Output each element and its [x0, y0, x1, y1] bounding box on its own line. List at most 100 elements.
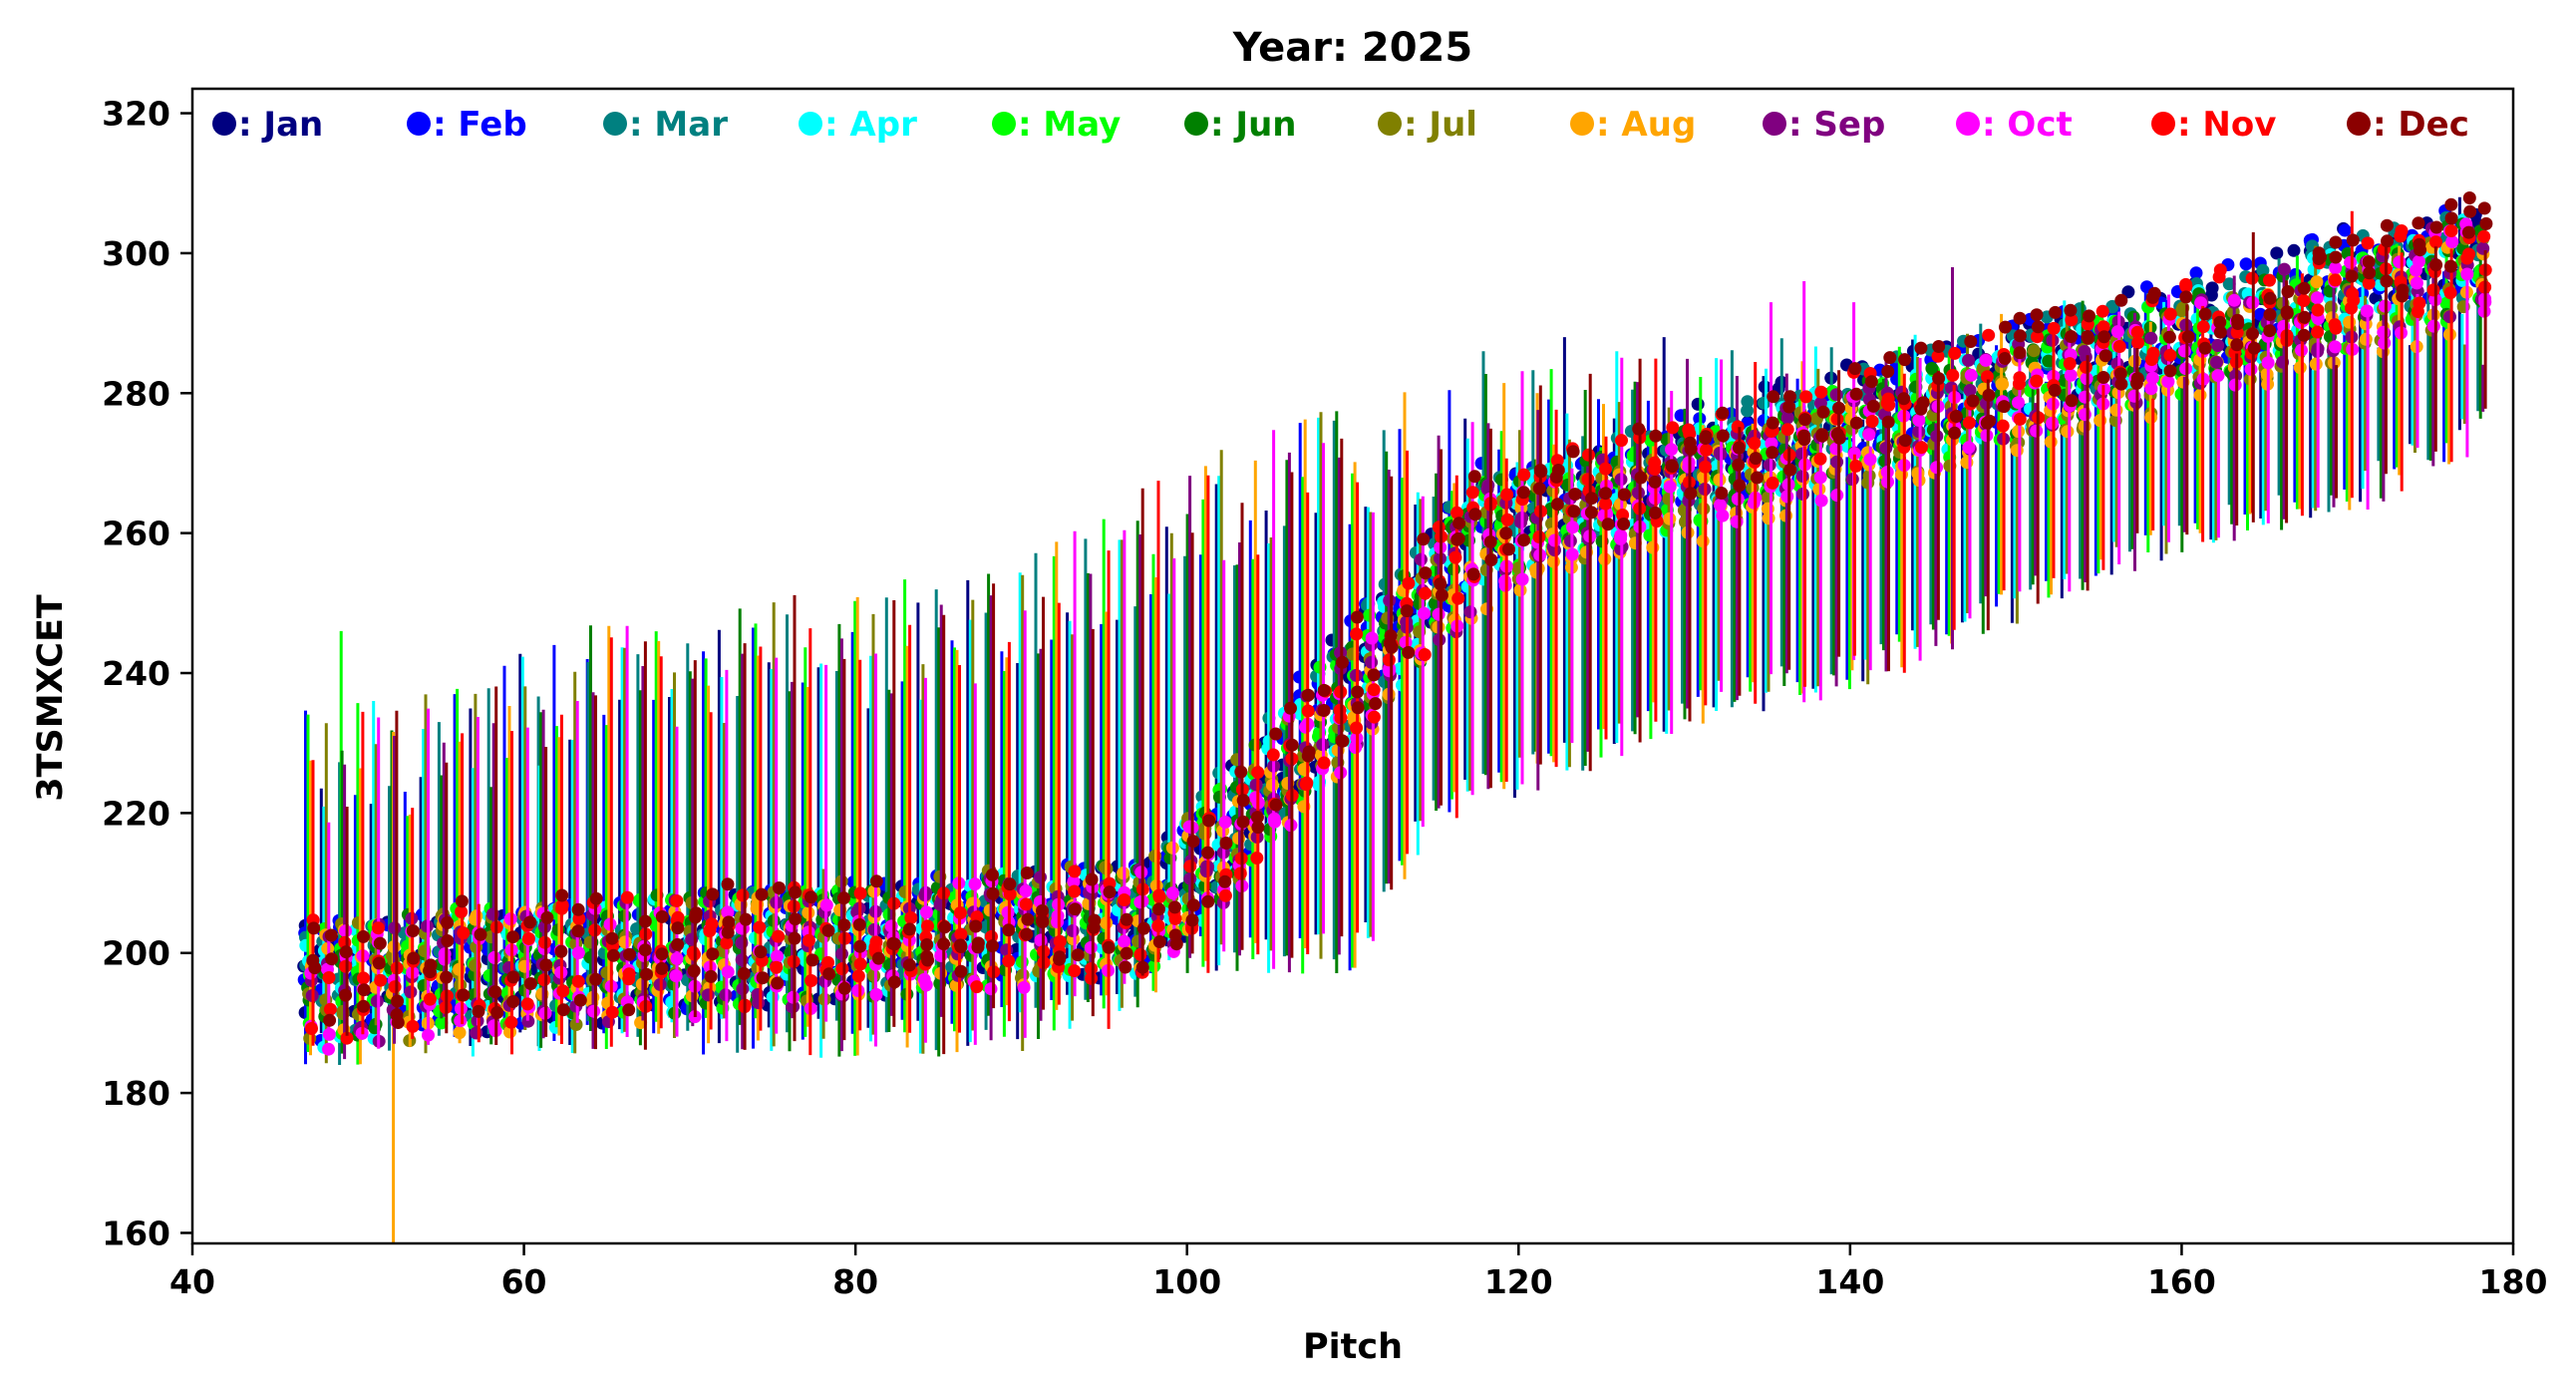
axes: 40 60 80 100 120 140 160 180 160 180 200 220 240 260 2… — [102, 87, 2548, 1301]
data-point — [372, 921, 385, 935]
data-point — [2179, 290, 2193, 304]
data-point — [2227, 293, 2241, 307]
data-point — [2345, 301, 2358, 315]
y-tick-label: 240 — [102, 654, 170, 693]
data-point — [1218, 815, 1232, 829]
data-point — [1233, 867, 1247, 880]
data-point — [722, 915, 736, 929]
data-point — [441, 916, 455, 929]
data-point — [1468, 508, 1482, 521]
legend-marker — [407, 112, 431, 136]
data-point — [1236, 815, 1250, 829]
y-tick-label: 180 — [102, 1074, 170, 1113]
data-point — [720, 936, 734, 950]
data-point — [737, 966, 751, 980]
data-point — [1350, 721, 1364, 735]
data-point — [2031, 320, 2045, 334]
data-point — [1566, 445, 1580, 459]
data-point — [706, 887, 720, 901]
data-point — [1335, 734, 1349, 748]
data-point — [555, 888, 569, 902]
data-point — [388, 980, 402, 994]
data-point — [407, 951, 421, 965]
data-point — [2012, 377, 2026, 391]
data-point — [606, 948, 620, 962]
data-point — [2013, 412, 2027, 426]
x-tick-label: 40 — [169, 1262, 215, 1301]
data-point — [887, 937, 901, 951]
data-point — [2360, 304, 2374, 318]
data-point — [2363, 266, 2377, 280]
data-point — [390, 1008, 404, 1022]
data-point — [853, 957, 867, 971]
data-point — [1930, 461, 1944, 475]
data-point — [1120, 912, 1133, 926]
data-point — [1466, 567, 1480, 581]
data-point — [1795, 447, 1808, 461]
data-point — [1201, 846, 1215, 860]
data-point — [954, 927, 968, 941]
data-point — [1532, 482, 1546, 496]
data-point — [2359, 332, 2373, 346]
y-tick-label: 220 — [102, 794, 170, 833]
data-point — [736, 888, 750, 902]
data-point — [1866, 399, 1880, 413]
data-point — [339, 959, 352, 973]
data-point — [2444, 211, 2458, 225]
data-point — [2277, 262, 2291, 276]
data-point — [1365, 631, 1379, 645]
legend-item: : Sep — [1763, 105, 1885, 145]
data-point — [2205, 281, 2219, 295]
data-point — [2181, 330, 2195, 344]
data-point — [1849, 459, 1863, 473]
data-point — [1452, 517, 1466, 530]
data-point — [1118, 893, 1131, 906]
data-point — [1715, 487, 1729, 500]
data-point — [440, 970, 454, 984]
data-point — [1696, 534, 1710, 548]
data-point — [788, 931, 802, 945]
legend-label: : Jul — [1404, 105, 1477, 145]
data-point — [605, 931, 619, 945]
data-point — [851, 969, 865, 983]
data-point — [1151, 919, 1165, 932]
data-point — [618, 935, 632, 949]
data-point — [2479, 216, 2493, 230]
data-point — [2462, 247, 2475, 261]
data-point — [2144, 331, 2158, 345]
data-point — [1034, 933, 1048, 947]
data-point — [2426, 283, 2440, 297]
legend-item: : Aug — [1570, 105, 1696, 145]
data-point — [1617, 488, 1631, 502]
data-point — [357, 983, 371, 997]
data-point — [1881, 365, 1895, 378]
data-point — [1663, 512, 1677, 525]
data-point — [1766, 416, 1779, 430]
data-point — [2338, 223, 2352, 237]
data-point — [521, 1014, 535, 1028]
data-point — [1502, 542, 1515, 556]
data-point — [388, 921, 402, 935]
data-point — [1581, 473, 1595, 487]
data-point — [837, 891, 850, 905]
data-point — [853, 939, 867, 953]
data-point — [1861, 476, 1875, 490]
x-tick-label: 180 — [2479, 1262, 2548, 1301]
data-point — [1219, 837, 1233, 850]
data-point — [671, 921, 685, 935]
data-point — [2343, 315, 2357, 329]
data-point — [1816, 405, 1830, 419]
legend-label: : Apr — [824, 105, 917, 145]
data-point — [422, 1028, 435, 1042]
data-point — [1762, 512, 1775, 525]
data-point — [1649, 429, 1663, 443]
data-point — [1932, 340, 1946, 353]
x-tick-label: 140 — [1815, 1262, 1884, 1301]
data-point — [1780, 411, 1794, 425]
data-point — [1662, 492, 1676, 506]
data-point — [1019, 884, 1033, 898]
data-point — [453, 1026, 467, 1040]
data-point — [1614, 528, 1628, 542]
data-point — [1103, 885, 1117, 899]
data-point — [1798, 413, 1812, 427]
